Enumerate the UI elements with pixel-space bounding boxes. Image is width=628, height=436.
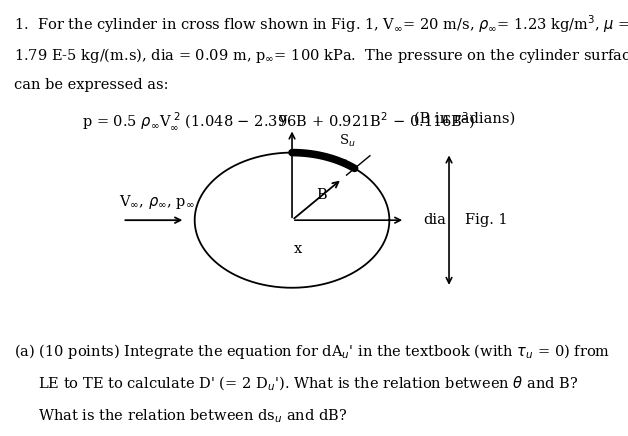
Text: dia: dia [423,213,446,227]
Text: B: B [316,188,327,202]
Text: 1.  For the cylinder in cross flow shown in Fig. 1, V$_{\infty}$= 20 m/s, $\rho_: 1. For the cylinder in cross flow shown … [14,13,628,35]
Text: Fig. 1: Fig. 1 [465,213,507,227]
Text: LE to TE to calculate D' (= 2 D$_u$'). What is the relation between $\theta$ and: LE to TE to calculate D' (= 2 D$_u$'). W… [38,375,578,393]
Text: x: x [294,242,303,256]
Text: (a) (10 points) Integrate the equation for dA$_u$' in the textbook (with $\tau_u: (a) (10 points) Integrate the equation f… [14,342,610,361]
Text: y: y [278,112,287,126]
Text: What is the relation between ds$_u$ and dB?: What is the relation between ds$_u$ and … [38,408,347,426]
Text: p = 0.5 $\rho_{\infty}$V$_{\infty}^{\ 2}$ (1.048 $-$ 2.396B + 0.921B$^2$ $-$ 0.1: p = 0.5 $\rho_{\infty}$V$_{\infty}^{\ 2}… [82,111,475,132]
Text: V$_{\infty}$, $\rho_{\infty}$, p$_{\infty}$: V$_{\infty}$, $\rho_{\infty}$, p$_{\inft… [119,193,195,211]
Text: S$_u$: S$_u$ [339,133,355,149]
Text: (B in radians): (B in radians) [414,111,516,125]
Text: 1.79 E-5 kg/(m.s), dia = 0.09 m, p$_{\infty}$= 100 kPa.  The pressure on the cyl: 1.79 E-5 kg/(m.s), dia = 0.09 m, p$_{\in… [14,46,628,65]
Text: can be expressed as:: can be expressed as: [14,78,168,92]
